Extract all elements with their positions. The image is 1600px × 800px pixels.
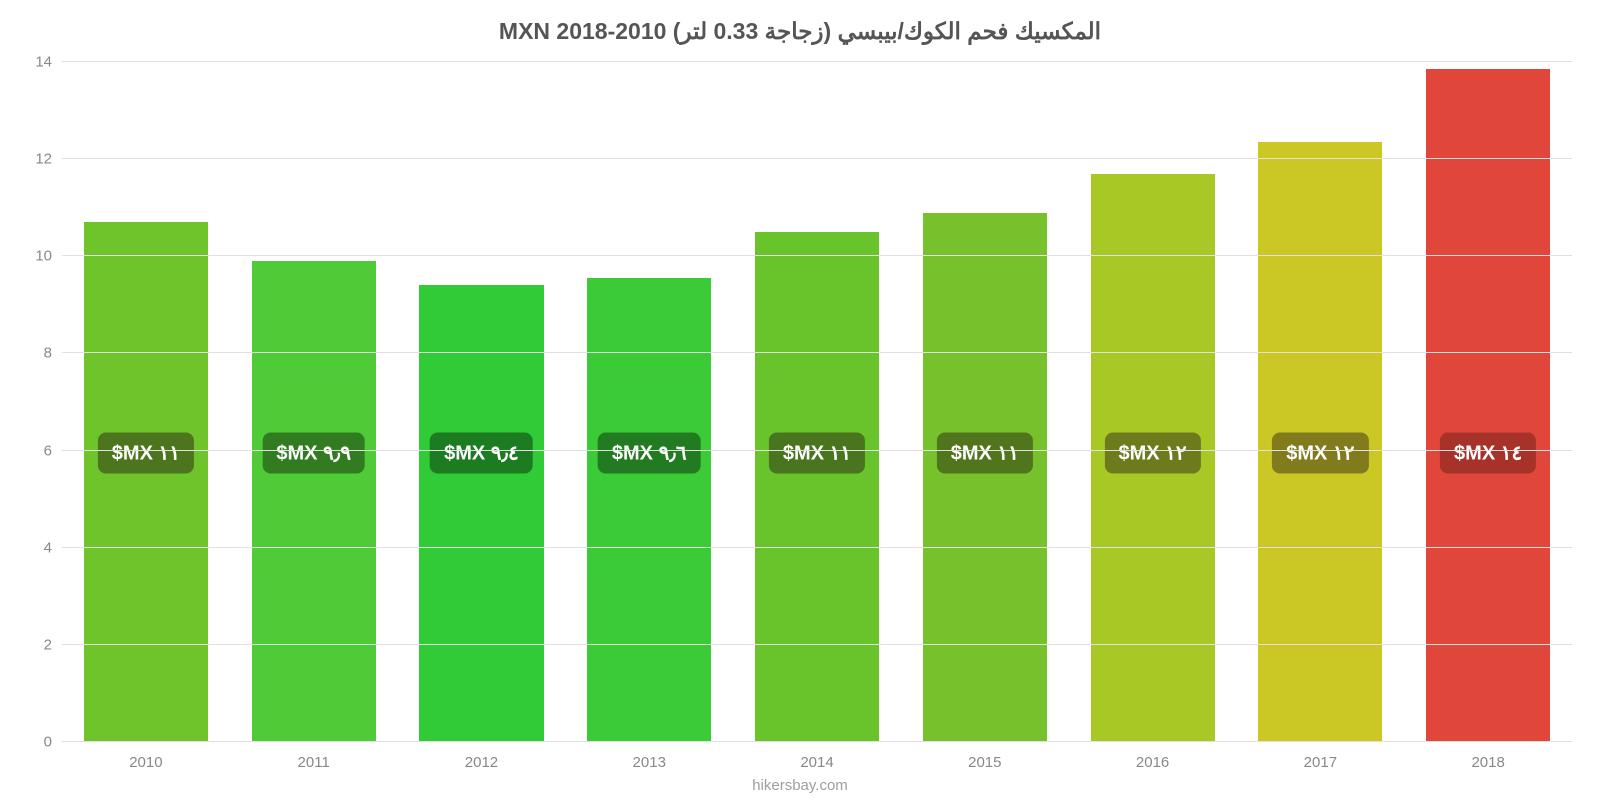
bar-slot: ١٢ MX$2016 (1069, 62, 1237, 742)
y-tick-label: 8 (44, 345, 62, 362)
y-tick-label: 10 (35, 248, 62, 265)
x-tick-label: 2011 (298, 742, 330, 771)
x-tick-label: 2010 (129, 742, 162, 771)
bar-slot: ١١ MX$2014 (733, 62, 901, 742)
bar-slot: ٩٫٤ MX$2012 (398, 62, 566, 742)
bar-slot: ٩٫٩ MX$2011 (230, 62, 398, 742)
bar-slot: ١٢ MX$2017 (1236, 62, 1404, 742)
x-tick-label: 2017 (1304, 742, 1337, 771)
x-tick-label: 2018 (1471, 742, 1504, 771)
bar-value-label: ١١ MX$ (769, 433, 865, 474)
bar-slot: ٩٫٦ MX$2013 (565, 62, 733, 742)
bar-value-label: ١٢ MX$ (1272, 433, 1368, 474)
x-tick-label: 2014 (800, 742, 833, 771)
bar: ١١ MX$ (755, 232, 879, 742)
x-tick-label: 2013 (633, 742, 666, 771)
bar-value-label: ١١ MX$ (98, 433, 194, 474)
gridline (62, 352, 1572, 353)
gridline (62, 255, 1572, 256)
bar: ١١ MX$ (923, 213, 1047, 742)
bars-container: ١١ MX$2010٩٫٩ MX$2011٩٫٤ MX$2012٩٫٦ MX$2… (62, 62, 1572, 742)
gridline (62, 450, 1572, 451)
y-tick-label: 2 (44, 636, 62, 653)
y-tick-label: 14 (35, 54, 62, 71)
bar: ٩٫٤ MX$ (419, 285, 543, 742)
bar-value-label: ٩٫٦ MX$ (598, 433, 701, 474)
x-tick-label: 2015 (968, 742, 1001, 771)
y-tick-label: 6 (44, 442, 62, 459)
y-tick-label: 0 (44, 734, 62, 751)
bar: ١٤ MX$ (1426, 69, 1550, 742)
x-tick-label: 2012 (465, 742, 498, 771)
gridline (62, 158, 1572, 159)
bar: ١٢ MX$ (1258, 142, 1382, 742)
bar-value-label: ١١ MX$ (937, 433, 1033, 474)
gridline (62, 741, 1572, 742)
bar-slot: ١٤ MX$2018 (1404, 62, 1572, 742)
gridline (62, 644, 1572, 645)
plot-area: ١١ MX$2010٩٫٩ MX$2011٩٫٤ MX$2012٩٫٦ MX$2… (62, 62, 1572, 742)
bar: ٩٫٦ MX$ (587, 278, 711, 742)
bar-value-label: ١٤ MX$ (1440, 433, 1536, 474)
gridline (62, 547, 1572, 548)
y-tick-label: 4 (44, 539, 62, 556)
bar-slot: ١١ MX$2010 (62, 62, 230, 742)
bar: ٩٫٩ MX$ (252, 261, 376, 742)
x-tick-label: 2016 (1136, 742, 1169, 771)
bar-value-label: ٩٫٩ MX$ (262, 433, 365, 474)
bar: ١٢ MX$ (1091, 174, 1215, 742)
bar-value-label: ٩٫٤ MX$ (430, 433, 533, 474)
y-tick-label: 12 (35, 151, 62, 168)
gridline (62, 61, 1572, 62)
bar-value-label: ١٢ MX$ (1104, 433, 1200, 474)
watermark: hikersbay.com (0, 777, 1600, 794)
bar: ١١ MX$ (84, 222, 208, 742)
bar-slot: ١١ MX$2015 (901, 62, 1069, 742)
chart-title: المكسيك فحم الكوك/بيبسي (زجاجة 0.33 لتر)… (0, 18, 1600, 45)
